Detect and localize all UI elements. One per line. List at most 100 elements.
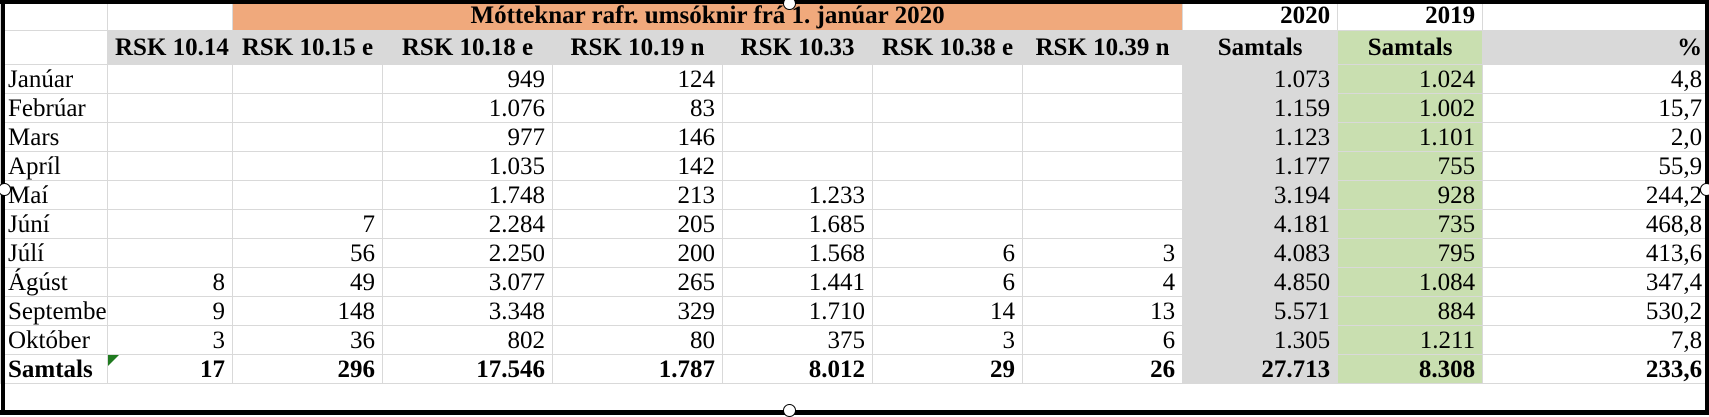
cell-percent[interactable]: 468,8 [1483, 210, 1709, 239]
cell-samtals-2020[interactable]: 1.123 [1183, 123, 1338, 152]
cell-rsk1015e[interactable] [233, 65, 383, 94]
cell-rsk1038e[interactable]: 14 [873, 297, 1023, 326]
cell-rsk1015e[interactable] [233, 181, 383, 210]
cell-rsk1033[interactable]: 1.568 [723, 239, 873, 268]
cell-rsk1033[interactable] [723, 123, 873, 152]
cell-samtals-2019[interactable]: 755 [1338, 152, 1483, 181]
header-col-rsk1019n[interactable]: RSK 10.19 n [553, 31, 723, 65]
cell-rsk1018e[interactable]: 2.284 [383, 210, 553, 239]
header-col-rsk1014n[interactable]: RSK 10.14 n [108, 31, 233, 65]
cell-rsk1039n[interactable]: 3 [1023, 239, 1183, 268]
cell-rsk1015e[interactable]: 296 [233, 355, 383, 384]
cell-samtals-2020[interactable]: 3.194 [1183, 181, 1338, 210]
selection-handle-bottom[interactable] [783, 404, 796, 417]
cell-rsk1033[interactable] [723, 94, 873, 123]
cell-rsk1038e[interactable] [873, 123, 1023, 152]
cell-rsk1014n[interactable] [108, 94, 233, 123]
cell-rsk1019n[interactable]: 200 [553, 239, 723, 268]
cell-rsk1019n[interactable]: 142 [553, 152, 723, 181]
cell-rsk1015e[interactable] [233, 123, 383, 152]
cell-samtals-2020[interactable]: 1.177 [1183, 152, 1338, 181]
cell-rsk1033[interactable]: 1.710 [723, 297, 873, 326]
cell-rsk1014n[interactable] [108, 65, 233, 94]
cell-rsk1038e[interactable]: 3 [873, 326, 1023, 355]
cell-rsk1039n[interactable] [1023, 65, 1183, 94]
cell-rsk1018e[interactable]: 949 [383, 65, 553, 94]
cell-rsk1033[interactable]: 1.233 [723, 181, 873, 210]
cell-rsk1038e[interactable]: 6 [873, 239, 1023, 268]
cell-rsk1039n[interactable] [1023, 94, 1183, 123]
cell-rsk1015e[interactable]: 148 [233, 297, 383, 326]
cell-rsk1019n[interactable]: 124 [553, 65, 723, 94]
cell-rsk1014n[interactable]: 3 [108, 326, 233, 355]
cell-rsk1014n[interactable] [108, 152, 233, 181]
cell-rsk1014n[interactable] [108, 210, 233, 239]
cell-rsk1015e[interactable] [233, 152, 383, 181]
cell-rsk1033[interactable]: 1.685 [723, 210, 873, 239]
cell-rsk1018e[interactable]: 17.546 [383, 355, 553, 384]
cell-rsk1038e[interactable] [873, 210, 1023, 239]
header-col-rsk1015e[interactable]: RSK 10.15 e [233, 31, 383, 65]
cell-percent[interactable]: 530,2 [1483, 297, 1709, 326]
cell-rsk1014n[interactable]: 9 [108, 297, 233, 326]
header-col-samtals-2019[interactable]: Samtals [1338, 31, 1483, 65]
header-col-rsk1033[interactable]: RSK 10.33 [723, 31, 873, 65]
cell-rsk1039n[interactable] [1023, 181, 1183, 210]
cell-rsk1019n[interactable]: 83 [553, 94, 723, 123]
cell-rsk1015e[interactable]: 49 [233, 268, 383, 297]
cell-samtals-2019[interactable]: 8.308 [1338, 355, 1483, 384]
cell-samtals-2019[interactable]: 884 [1338, 297, 1483, 326]
cell-percent[interactable]: 2,0 [1483, 123, 1709, 152]
cell-percent[interactable]: 413,6 [1483, 239, 1709, 268]
cell-samtals-2020[interactable]: 1.073 [1183, 65, 1338, 94]
cell-rsk1018e[interactable]: 3.348 [383, 297, 553, 326]
cell-percent[interactable]: 244,2 [1483, 181, 1709, 210]
cell-rsk1018e[interactable]: 3.077 [383, 268, 553, 297]
cell-rsk1019n[interactable]: 265 [553, 268, 723, 297]
cell-rsk1014n[interactable] [108, 239, 233, 268]
cell-rsk1038e[interactable]: 29 [873, 355, 1023, 384]
cell-samtals-2020[interactable]: 27.713 [1183, 355, 1338, 384]
cell-rsk1039n[interactable] [1023, 152, 1183, 181]
cell-samtals-2019[interactable]: 735 [1338, 210, 1483, 239]
cell-rsk1018e[interactable]: 802 [383, 326, 553, 355]
cell-percent[interactable]: 15,7 [1483, 94, 1709, 123]
cell-rsk1033[interactable] [723, 152, 873, 181]
cell-samtals-2019[interactable]: 1.024 [1338, 65, 1483, 94]
cell-rsk1019n[interactable]: 213 [553, 181, 723, 210]
cell-rsk1033[interactable]: 8.012 [723, 355, 873, 384]
cell-rsk1015e[interactable]: 56 [233, 239, 383, 268]
cell-rsk1039n[interactable] [1023, 210, 1183, 239]
cell-rsk1039n[interactable]: 13 [1023, 297, 1183, 326]
cell-samtals-2019[interactable]: 1.101 [1338, 123, 1483, 152]
header-col-percent[interactable]: % [1483, 31, 1709, 65]
cell-rsk1039n[interactable]: 26 [1023, 355, 1183, 384]
cell-rsk1015e[interactable]: 7 [233, 210, 383, 239]
cell-rsk1033[interactable]: 375 [723, 326, 873, 355]
header-col-rsk1018e[interactable]: RSK 10.18 e [383, 31, 553, 65]
cell-rsk1038e[interactable] [873, 152, 1023, 181]
cell-rsk1019n[interactable]: 80 [553, 326, 723, 355]
cell-rsk1038e[interactable] [873, 94, 1023, 123]
cell-samtals-2020[interactable]: 5.571 [1183, 297, 1338, 326]
cell-rsk1018e[interactable]: 1.035 [383, 152, 553, 181]
cell-rsk1014n[interactable] [108, 123, 233, 152]
cell-samtals-2019[interactable]: 928 [1338, 181, 1483, 210]
cell-samtals-2019[interactable]: 1.002 [1338, 94, 1483, 123]
cell-samtals-2020[interactable]: 1.305 [1183, 326, 1338, 355]
header-col-samtals-2020[interactable]: Samtals [1183, 31, 1338, 65]
cell-samtals-2019[interactable]: 795 [1338, 239, 1483, 268]
header-col-rsk1039n[interactable]: RSK 10.39 n [1023, 31, 1183, 65]
cell-rsk1018e[interactable]: 1.748 [383, 181, 553, 210]
cell-percent[interactable]: 55,9 [1483, 152, 1709, 181]
cell-rsk1014n[interactable]: 17 [108, 355, 233, 384]
cell-rsk1039n[interactable] [1023, 123, 1183, 152]
cell-rsk1014n[interactable] [108, 181, 233, 210]
cell-samtals-2019[interactable]: 1.084 [1338, 268, 1483, 297]
cell-samtals-2019[interactable]: 1.211 [1338, 326, 1483, 355]
cell-rsk1039n[interactable]: 4 [1023, 268, 1183, 297]
cell-rsk1019n[interactable]: 205 [553, 210, 723, 239]
cell-rsk1019n[interactable]: 1.787 [553, 355, 723, 384]
cell-percent[interactable]: 4,8 [1483, 65, 1709, 94]
cell-samtals-2020[interactable]: 4.083 [1183, 239, 1338, 268]
